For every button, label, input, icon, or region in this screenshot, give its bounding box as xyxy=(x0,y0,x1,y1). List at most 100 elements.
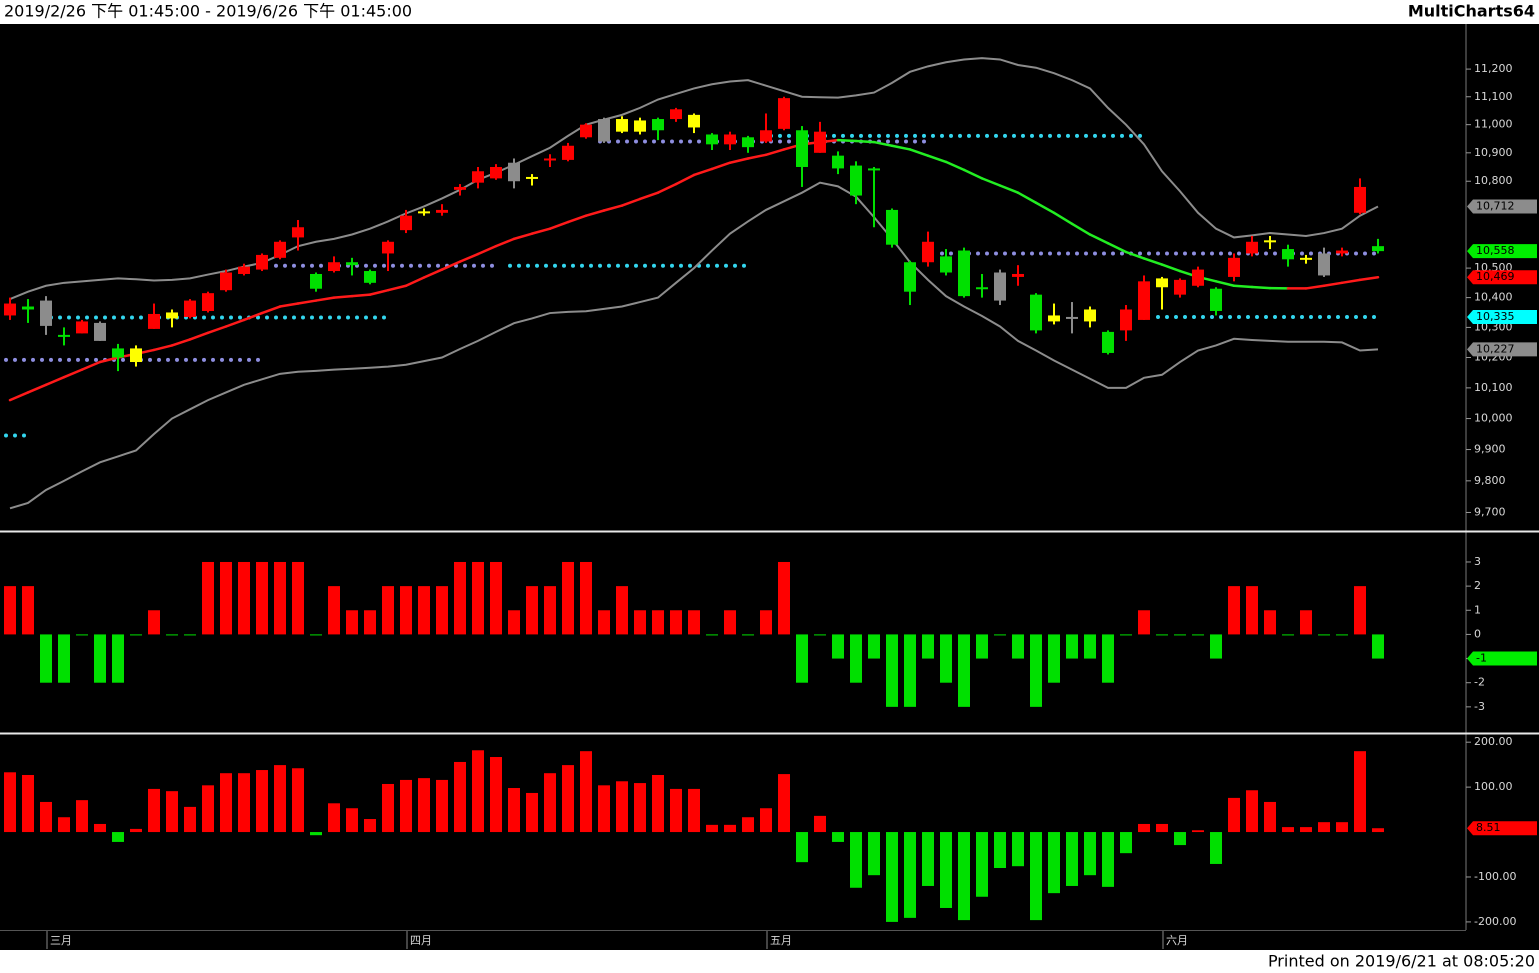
brand: MultiCharts64 xyxy=(1408,2,1535,21)
y-tick-label: 11,000 xyxy=(1474,118,1513,131)
y-tick-label: 10,900 xyxy=(1474,146,1513,159)
bar xyxy=(994,832,1006,868)
bar xyxy=(184,806,196,833)
band-line xyxy=(9,181,1379,510)
bar xyxy=(688,788,700,833)
bar xyxy=(832,832,844,842)
bar xyxy=(112,832,124,842)
candle-body xyxy=(670,109,682,120)
y-tick-label: -3 xyxy=(1474,700,1485,713)
candle-body xyxy=(562,145,574,160)
bar xyxy=(1246,790,1258,833)
candle-body xyxy=(292,227,304,238)
bar xyxy=(598,610,610,635)
bar xyxy=(166,791,178,833)
bar xyxy=(526,792,538,833)
mid-line-segment xyxy=(80,360,102,371)
mid-line-segment xyxy=(44,375,66,387)
candle-body xyxy=(238,266,250,274)
bar xyxy=(490,561,502,635)
bar xyxy=(166,634,178,636)
bar xyxy=(958,832,970,921)
mid-line-segment xyxy=(1250,285,1272,290)
bar xyxy=(598,785,610,833)
y-tick-label: 3 xyxy=(1474,555,1481,568)
candle-body xyxy=(1156,278,1168,288)
mid-line-segment xyxy=(530,227,552,235)
bar xyxy=(922,634,934,659)
bar xyxy=(436,586,448,635)
mid-line-segment xyxy=(404,276,426,288)
bar xyxy=(148,788,160,833)
value-marker-label: 10,469 xyxy=(1476,270,1515,283)
bar xyxy=(1210,832,1222,864)
mid-line-segment xyxy=(710,161,732,171)
value-marker xyxy=(1467,199,1537,214)
candle-body xyxy=(1192,269,1204,286)
value-marker-label: 8.51 xyxy=(1476,821,1501,834)
bar xyxy=(274,561,286,635)
mid-line-segment xyxy=(62,368,84,379)
mid-line-segment xyxy=(980,177,1002,187)
value-marker xyxy=(1467,651,1537,666)
bar xyxy=(1192,634,1204,636)
bar xyxy=(1372,828,1384,833)
bar xyxy=(886,634,898,707)
mid-line-segment xyxy=(1214,280,1236,288)
value-marker xyxy=(1467,270,1537,285)
y-tick-label: 200.00 xyxy=(1474,735,1513,748)
bar xyxy=(1156,634,1168,636)
mid-line-segment xyxy=(314,296,336,302)
bar xyxy=(328,803,340,833)
mid-line-segment xyxy=(1106,241,1128,254)
bar xyxy=(1282,634,1294,636)
mid-line-segment xyxy=(962,168,984,180)
bar xyxy=(1210,634,1222,659)
bar xyxy=(1192,830,1204,833)
bar xyxy=(976,832,988,897)
bar xyxy=(1084,832,1096,876)
mid-line-segment xyxy=(170,338,192,347)
bar xyxy=(40,634,52,683)
bar xyxy=(634,610,646,635)
candle-body xyxy=(1336,250,1348,254)
bar xyxy=(1336,822,1348,833)
bar xyxy=(1318,822,1330,833)
bar xyxy=(814,815,826,833)
bar xyxy=(886,832,898,922)
bar xyxy=(202,561,214,635)
y-tick-label: 10,800 xyxy=(1474,174,1513,187)
bar xyxy=(22,774,34,833)
bar xyxy=(1138,610,1150,635)
bar xyxy=(4,772,16,833)
bar xyxy=(76,800,88,833)
bar xyxy=(256,770,268,833)
candle-body xyxy=(1066,316,1078,319)
mid-line-segment xyxy=(836,138,858,143)
bar xyxy=(508,788,520,833)
mid-line-segment xyxy=(224,318,246,328)
mid-line-segment xyxy=(998,184,1020,194)
bar xyxy=(868,634,880,659)
candle-body xyxy=(1210,288,1222,311)
candle-body xyxy=(94,322,106,341)
mid-line-segment xyxy=(242,311,264,322)
candle-body xyxy=(346,262,358,266)
bar xyxy=(1012,634,1024,659)
value-marker xyxy=(1467,244,1537,259)
bar xyxy=(778,561,790,635)
candle-body xyxy=(166,312,178,319)
value-marker-label: 10,558 xyxy=(1476,244,1515,257)
candle-body xyxy=(526,176,538,179)
bar xyxy=(724,824,736,833)
mid-line-segment xyxy=(1358,275,1380,282)
value-marker-label: -1 xyxy=(1476,652,1487,665)
bar xyxy=(364,819,376,833)
bar xyxy=(760,808,772,833)
bar xyxy=(328,586,340,635)
bar xyxy=(940,634,952,683)
mid-line-segment xyxy=(206,325,228,335)
bar xyxy=(1102,832,1114,887)
candle-body xyxy=(1084,309,1096,322)
